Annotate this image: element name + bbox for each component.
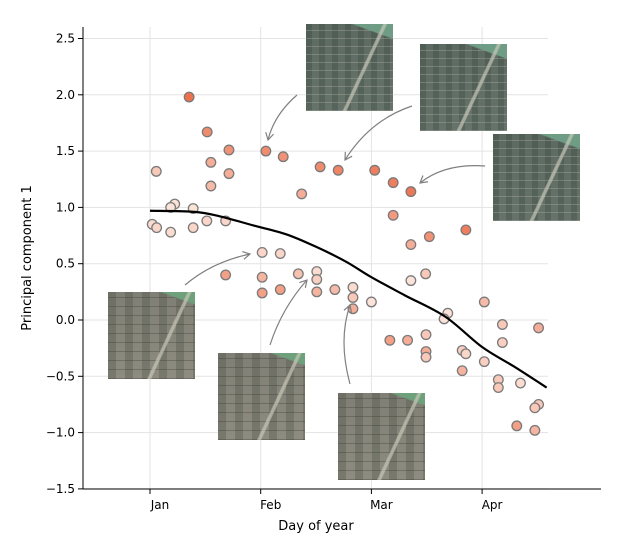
x-tick-label: Feb	[260, 498, 281, 512]
data-point	[292, 268, 304, 280]
data-point	[332, 164, 344, 176]
x-ticks: Jan Feb Mar Apr	[149, 489, 503, 512]
data-point	[277, 151, 289, 163]
data-point	[329, 284, 341, 296]
data-point	[256, 271, 268, 283]
trend-curve	[149, 209, 548, 389]
data-point	[405, 239, 417, 251]
data-point	[347, 292, 359, 303]
y-tick-label: 0.5	[56, 257, 75, 271]
y-tick-label: 0.0	[56, 313, 75, 327]
data-point	[529, 424, 541, 436]
data-point	[478, 356, 490, 368]
data-point	[496, 319, 508, 330]
data-point	[492, 382, 504, 394]
data-point	[511, 420, 523, 432]
data-point	[274, 248, 286, 260]
y-tick-label: 2.5	[56, 32, 75, 46]
data-point	[311, 274, 323, 285]
satellite-thumbnail-6	[338, 393, 425, 480]
data-point	[533, 322, 545, 334]
x-tick-label: Mar	[370, 498, 393, 512]
y-tick-label: 1.5	[56, 144, 75, 158]
data-point	[347, 303, 359, 315]
data-point	[529, 402, 541, 414]
data-point	[220, 269, 232, 281]
data-point	[150, 165, 162, 177]
data-point	[423, 231, 435, 243]
data-point	[515, 377, 526, 389]
data-point	[496, 337, 508, 348]
x-tick-label: Jan	[150, 498, 170, 512]
y-tick-label: −0.5	[46, 369, 75, 383]
satellite-thumbnail-4	[108, 292, 195, 379]
data-point	[387, 177, 399, 189]
data-point	[201, 215, 213, 227]
data-point	[402, 334, 414, 346]
data-point	[205, 156, 217, 168]
data-point	[365, 296, 377, 308]
data-point	[274, 284, 286, 296]
x-tick-label: Apr	[482, 498, 503, 512]
y-tick-label: −1.5	[46, 482, 75, 496]
data-point	[165, 226, 177, 238]
data-point	[420, 329, 432, 341]
x-axis-label: Day of year	[278, 519, 354, 534]
y-tick-label: 1.0	[56, 200, 75, 214]
data-point	[296, 188, 308, 200]
data-point	[183, 91, 195, 103]
y-tick-label: −1.0	[46, 426, 75, 440]
data-point	[205, 180, 217, 192]
y-tick-label: 2.0	[56, 88, 75, 102]
data-point	[384, 334, 396, 346]
data-point	[347, 281, 359, 293]
data-point	[420, 351, 432, 363]
data-point	[201, 126, 213, 138]
data-point	[369, 164, 381, 176]
data-point	[223, 168, 235, 180]
data-point	[314, 161, 326, 173]
data-point	[311, 286, 323, 298]
data-point	[387, 209, 399, 221]
data-point	[256, 287, 268, 299]
data-point	[260, 145, 272, 157]
data-point	[405, 186, 417, 198]
data-point	[460, 348, 472, 360]
data-point	[405, 275, 417, 287]
data-point	[420, 268, 432, 280]
data-point	[151, 222, 163, 234]
satellite-thumbnail-1	[306, 24, 393, 111]
y-axis-label: Principal component 1	[20, 185, 35, 330]
data-point	[187, 222, 199, 234]
data-point	[165, 201, 177, 213]
data-point	[456, 365, 468, 377]
satellite-thumbnail-5	[218, 353, 305, 440]
data-point	[256, 246, 268, 258]
y-ticks: 2.5 2.0 1.5 1.0 0.5 0.0 −0.5 −1.0 −1.5	[46, 32, 83, 496]
data-point	[478, 296, 490, 308]
satellite-thumbnail-2	[420, 44, 507, 131]
data-point	[460, 224, 472, 236]
data-point	[223, 144, 235, 156]
satellite-thumbnail-3	[493, 134, 580, 221]
